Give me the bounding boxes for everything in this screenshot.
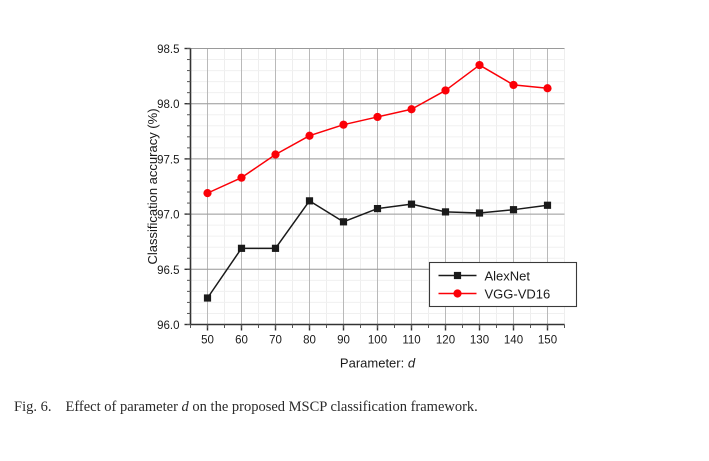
series-alexnet — [203, 197, 552, 302]
figure-caption: Fig. 6. Effect of parameter d on the prop… — [14, 398, 674, 417]
data-point-marker — [271, 150, 280, 159]
data-point-marker — [237, 244, 246, 252]
data-point-marker — [339, 218, 348, 226]
x-tick-label: 50 — [201, 335, 214, 347]
x-tick-label: 130 — [470, 335, 489, 347]
caption-parameter-symbol: d — [181, 399, 189, 415]
chart-legend: AlexNet VGG-VD16 — [428, 261, 578, 308]
data-point-marker — [407, 105, 416, 114]
series-vgg-vd16 — [203, 60, 552, 198]
data-point-marker — [271, 244, 280, 252]
data-point-marker — [509, 206, 518, 214]
x-tick-label: 80 — [303, 335, 316, 347]
axis-titles: Parameter: d Classification accuracy (%) — [145, 108, 416, 370]
x-tick-label: 90 — [337, 335, 350, 347]
data-point-marker — [453, 289, 462, 298]
axis-ticks — [184, 47, 565, 331]
data-point-marker — [407, 200, 416, 208]
data-point-marker — [543, 84, 552, 93]
data-point-marker — [509, 80, 518, 90]
x-tick-label: 150 — [538, 335, 557, 347]
y-tick-label: 96.5 — [157, 265, 179, 277]
y-tick-label: 97.0 — [157, 210, 179, 222]
legend-label: AlexNet — [485, 269, 531, 284]
data-point-marker — [373, 204, 382, 213]
data-point-marker — [441, 86, 450, 95]
legend-label: VGG-VD16 — [485, 287, 551, 302]
x-axis-tick-labels: 50 60 70 80 90 100 110 120 130 140 150 — [201, 335, 557, 347]
y-tick-label: 98.0 — [157, 99, 179, 111]
data-point-marker — [305, 197, 314, 205]
x-tick-label: 140 — [504, 335, 523, 347]
data-point-marker — [203, 294, 212, 302]
x-tick-label: 100 — [368, 335, 387, 347]
y-axis-title: Classification accuracy (%) — [145, 108, 160, 264]
y-tick-label: 96.0 — [157, 320, 179, 332]
y-tick-label: 98.5 — [157, 44, 179, 56]
legend-item-vgg-vd16: VGG-VD16 — [438, 287, 551, 302]
data-point-marker — [237, 173, 246, 182]
data-point-marker — [339, 120, 348, 129]
data-series-layer — [203, 60, 552, 302]
data-point-marker — [543, 201, 552, 209]
data-point-marker — [475, 209, 484, 217]
caption-text-before: Effect of parameter — [65, 399, 178, 415]
x-tick-label: 120 — [436, 335, 455, 347]
data-point-marker — [453, 271, 462, 280]
y-tick-label: 97.5 — [157, 154, 179, 166]
x-axis-title: Parameter: d — [340, 356, 416, 371]
x-tick-label: 70 — [269, 335, 282, 347]
figure-container: 96.0 96.5 97.0 97.5 98.0 98.5 50 60 70 80 90 100 11… — [145, 44, 578, 371]
data-point-marker — [203, 189, 212, 198]
legend-item-alexnet: AlexNet — [438, 269, 531, 284]
data-point-marker — [475, 60, 484, 70]
data-point-marker — [305, 131, 314, 140]
x-tick-label: 110 — [402, 335, 420, 347]
x-tick-label: 60 — [235, 335, 248, 347]
chart-canvas: 96.0 96.5 97.0 97.5 98.0 98.5 50 60 70 80 90 100 11… — [145, 44, 578, 371]
caption-text-after: on the proposed MSCP classification fram… — [192, 399, 478, 415]
y-axis-tick-labels: 96.0 96.5 97.0 97.5 98.0 98.5 — [157, 44, 179, 332]
caption-label: Fig. 6. — [14, 399, 52, 415]
data-point-marker — [373, 112, 382, 122]
data-point-marker — [441, 208, 450, 216]
